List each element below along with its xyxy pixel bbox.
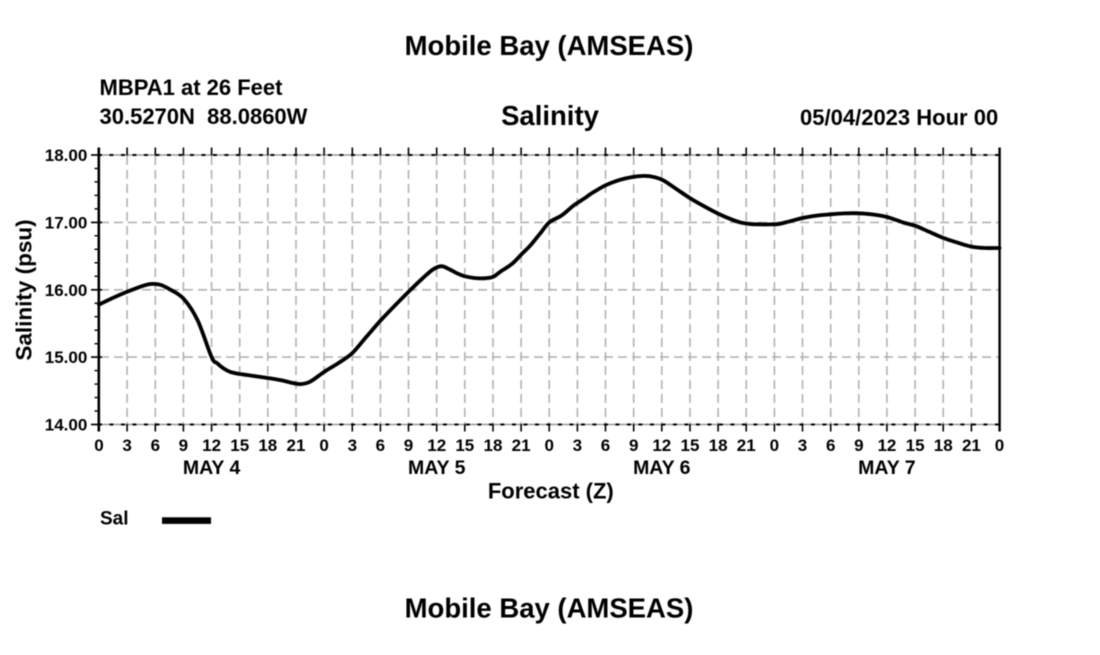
svg-text:05/04/2023 Hour 00: 05/04/2023 Hour 00 <box>800 105 998 130</box>
svg-text:MAY 7: MAY 7 <box>858 457 915 479</box>
svg-text:9: 9 <box>404 436 413 455</box>
svg-text:3: 3 <box>798 436 807 455</box>
svg-text:15: 15 <box>230 436 249 455</box>
svg-text:0: 0 <box>770 436 779 455</box>
svg-text:3: 3 <box>348 436 357 455</box>
svg-text:12: 12 <box>427 436 446 455</box>
svg-text:18.00: 18.00 <box>45 146 88 165</box>
svg-text:0: 0 <box>94 436 103 455</box>
svg-text:18: 18 <box>934 436 953 455</box>
svg-text:3: 3 <box>573 436 582 455</box>
svg-text:Mobile Bay (AMSEAS): Mobile Bay (AMSEAS) <box>405 30 694 61</box>
svg-text:21: 21 <box>287 436 306 455</box>
svg-text:0: 0 <box>544 436 553 455</box>
svg-text:21: 21 <box>962 436 981 455</box>
svg-text:Forecast (Z): Forecast (Z) <box>488 479 614 504</box>
svg-text:12: 12 <box>652 436 671 455</box>
svg-text:12: 12 <box>877 436 896 455</box>
svg-text:12: 12 <box>202 436 221 455</box>
svg-text:Salinity: Salinity <box>501 100 600 131</box>
svg-text:17.00: 17.00 <box>45 214 88 233</box>
svg-text:Mobile Bay (AMSEAS): Mobile Bay (AMSEAS) <box>405 593 694 624</box>
svg-text:21: 21 <box>512 436 531 455</box>
svg-text:30.5270N 88.0860W: 30.5270N 88.0860W <box>100 104 308 129</box>
svg-text:18: 18 <box>484 436 503 455</box>
svg-text:6: 6 <box>601 436 610 455</box>
svg-text:MAY 5: MAY 5 <box>408 457 466 479</box>
svg-text:14.00: 14.00 <box>45 416 88 435</box>
svg-text:0: 0 <box>995 436 1004 455</box>
svg-text:16.00: 16.00 <box>45 281 88 300</box>
svg-text:MAY 6: MAY 6 <box>633 457 691 479</box>
svg-text:6: 6 <box>376 436 385 455</box>
svg-text:6: 6 <box>151 436 160 455</box>
svg-text:9: 9 <box>629 436 638 455</box>
svg-text:Sal: Sal <box>100 509 129 530</box>
svg-text:15: 15 <box>681 436 700 455</box>
svg-text:21: 21 <box>737 436 756 455</box>
svg-text:15: 15 <box>455 436 474 455</box>
svg-text:0: 0 <box>319 436 328 455</box>
svg-text:9: 9 <box>854 436 863 455</box>
svg-text:18: 18 <box>258 436 277 455</box>
svg-text:Salinity (psu): Salinity (psu) <box>11 219 36 360</box>
svg-text:MBPA1 at 26 Feet: MBPA1 at 26 Feet <box>100 75 284 100</box>
svg-text:MAY 4: MAY 4 <box>183 457 241 479</box>
svg-text:6: 6 <box>826 436 835 455</box>
svg-text:18: 18 <box>709 436 728 455</box>
svg-text:15: 15 <box>906 436 925 455</box>
svg-text:3: 3 <box>122 436 131 455</box>
svg-text:15.00: 15.00 <box>45 348 88 367</box>
svg-text:9: 9 <box>179 436 188 455</box>
